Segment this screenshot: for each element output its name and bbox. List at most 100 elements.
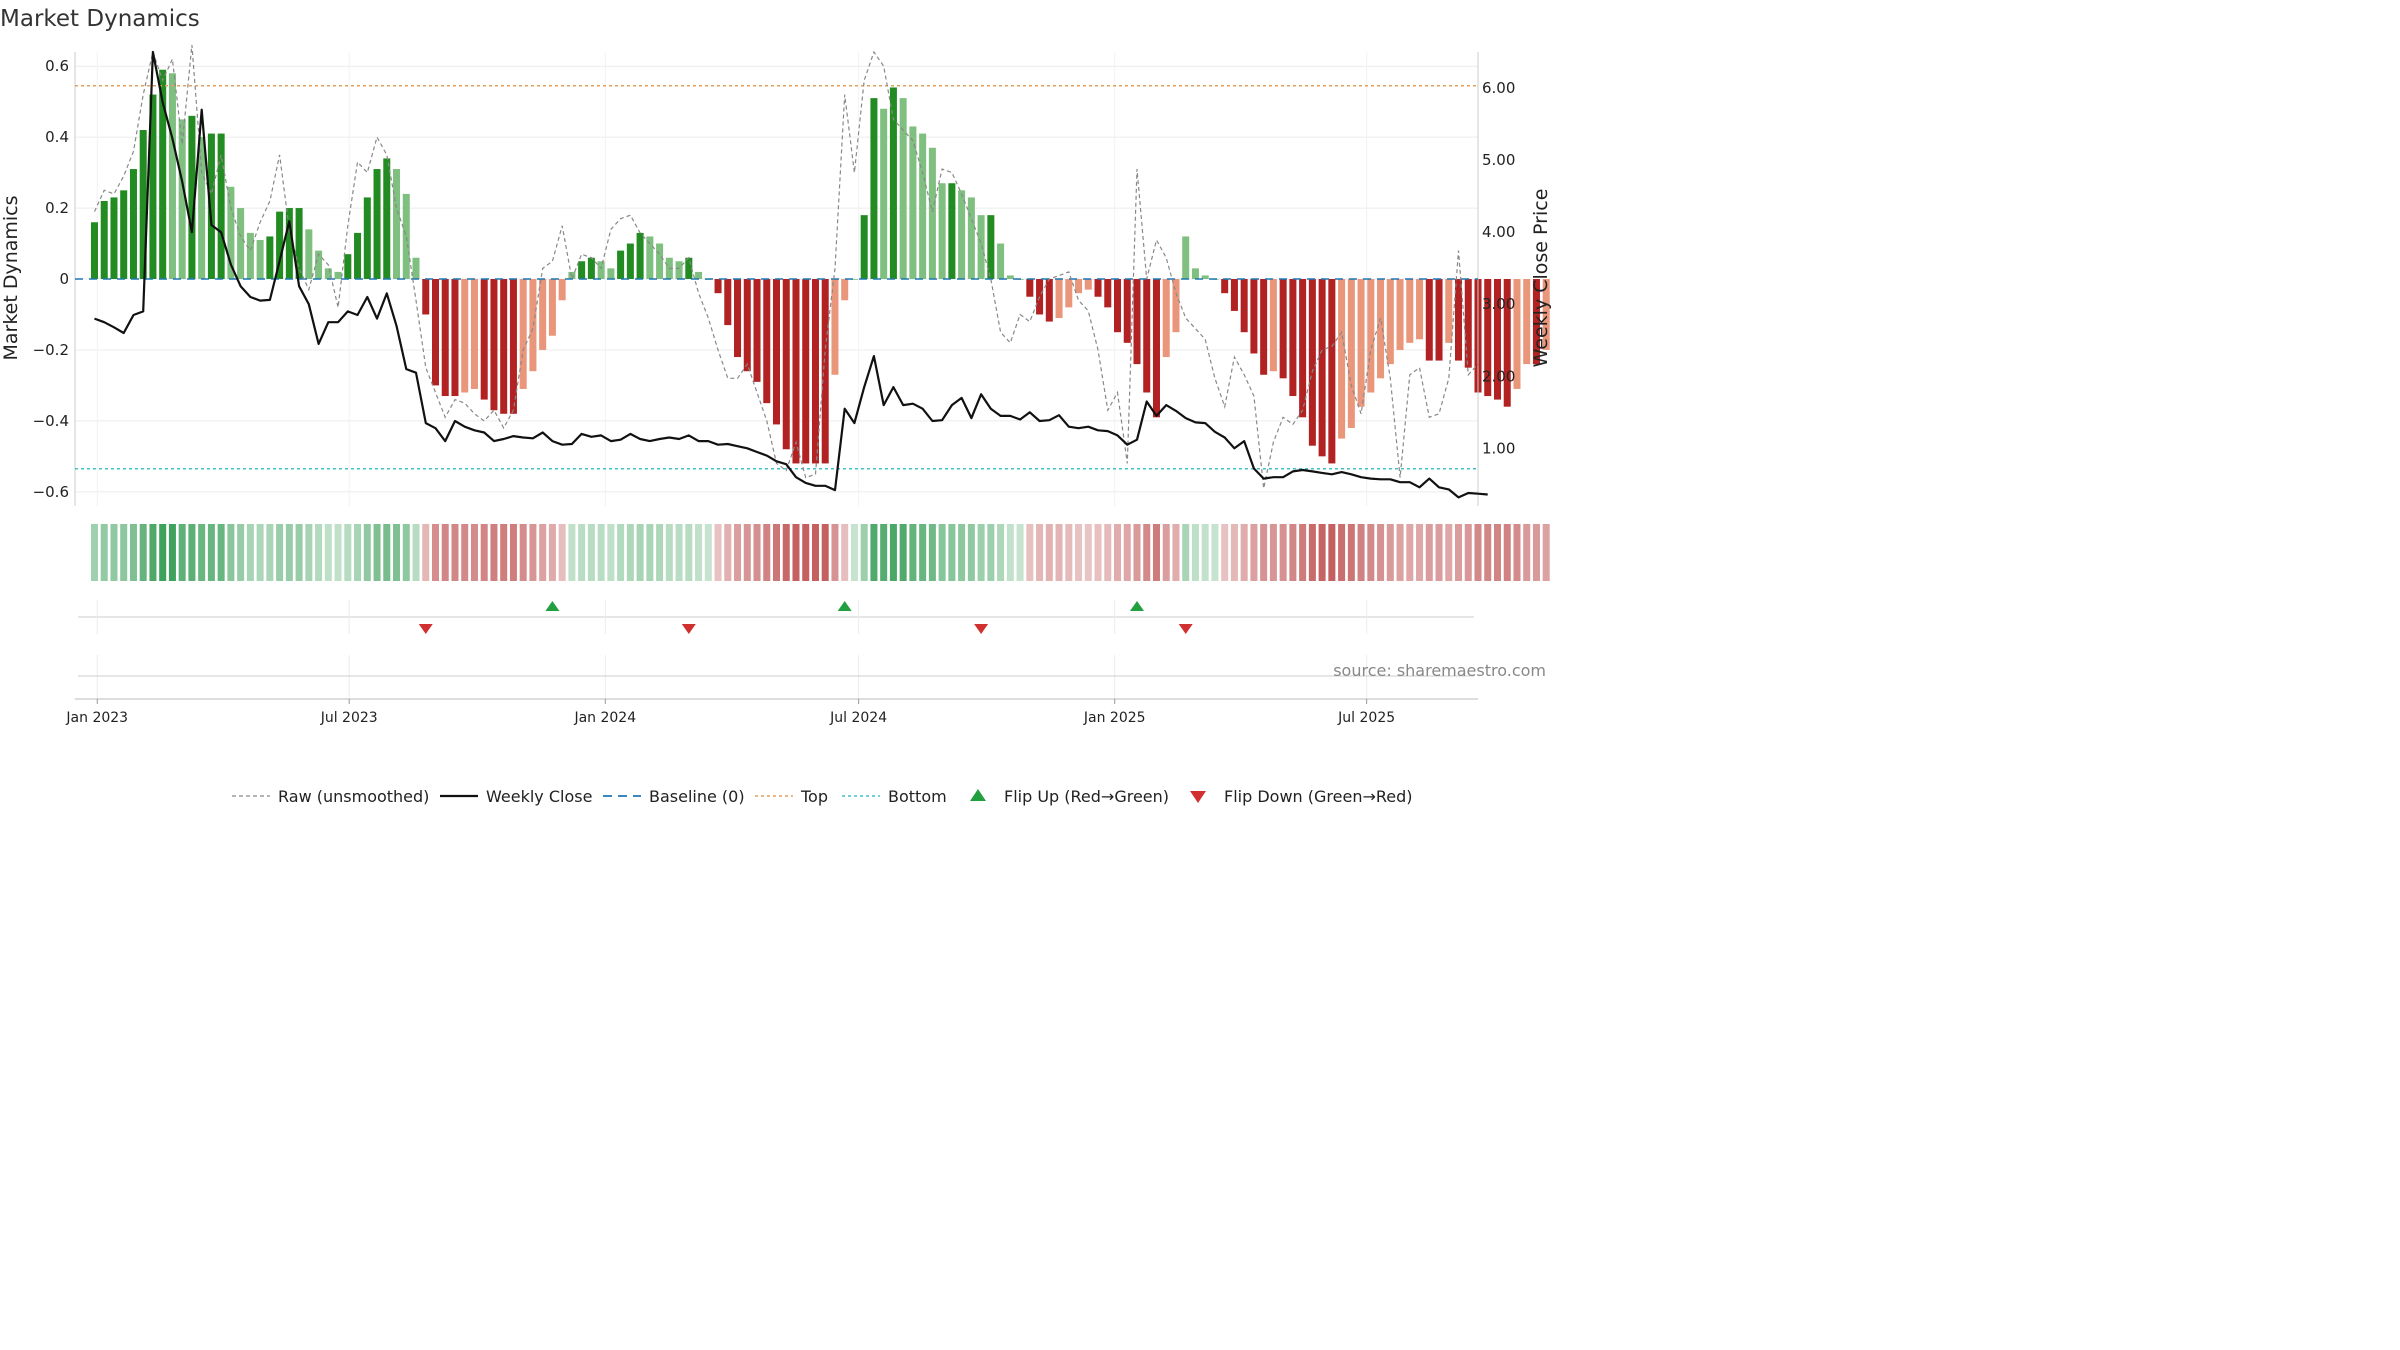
heat-cell [1045, 524, 1053, 581]
heat-cell [1279, 524, 1287, 581]
heat-cell [217, 524, 225, 581]
heat-cell [1299, 524, 1307, 581]
legend-item: Top [755, 787, 828, 806]
heat-cell [695, 524, 703, 581]
heat-cell [880, 524, 888, 581]
heat-cell [831, 524, 839, 581]
x-tick-label: Jul 2023 [320, 710, 378, 726]
bar [120, 190, 128, 279]
bar [860, 215, 868, 279]
heat-cell [578, 524, 586, 581]
heat-cell [139, 524, 147, 581]
bar [451, 279, 459, 397]
heat-cell [704, 524, 712, 581]
bar [1250, 279, 1258, 354]
heat-cell [344, 524, 352, 581]
regime-heatstrip [90, 524, 1550, 581]
bar [110, 197, 118, 279]
heat-cell [373, 524, 381, 581]
bar [324, 268, 332, 279]
bar [743, 279, 751, 372]
bar [1289, 279, 1297, 397]
heat-cell [646, 524, 654, 581]
heat-cell [948, 524, 956, 581]
heat-cell [149, 524, 157, 581]
heat-cell [363, 524, 371, 581]
heat-cell [354, 524, 362, 581]
bar [1240, 279, 1248, 333]
heat-cell [519, 524, 527, 581]
bar [909, 126, 917, 279]
heat-cell [1230, 524, 1238, 581]
bar [675, 261, 683, 279]
heat-cell [938, 524, 946, 581]
heat-cell [928, 524, 936, 581]
bar [129, 169, 137, 279]
heat-cell [1250, 524, 1258, 581]
heat-cell [782, 524, 790, 581]
bar [539, 279, 547, 350]
heat-cell [675, 524, 683, 581]
heat-cell [753, 524, 761, 581]
heat-cell [159, 524, 167, 581]
bar [1279, 279, 1287, 379]
legend-item: Raw (unsmoothed) [232, 787, 429, 806]
flip-up-marker [837, 601, 852, 611]
bar [305, 229, 313, 279]
left-tick-label: 0.6 [45, 57, 69, 75]
heat-cell [422, 524, 430, 581]
heat-cell [802, 524, 810, 581]
heat-cell [1006, 524, 1014, 581]
bar [1328, 279, 1336, 464]
heat-cell [276, 524, 284, 581]
bar [724, 279, 732, 326]
chart-title: Market Dynamics [0, 6, 200, 32]
bar [431, 279, 440, 386]
x-tick-label: Jul 2024 [829, 710, 887, 726]
heat-cell [100, 524, 108, 581]
heat-cell [168, 524, 176, 581]
heat-cell [1133, 524, 1141, 581]
heat-cell [714, 524, 722, 581]
bar [1113, 279, 1122, 333]
bar [1143, 279, 1151, 393]
bar [1133, 279, 1141, 365]
heat-cell [227, 524, 235, 581]
x-tick-label: Jan 2023 [65, 710, 128, 726]
heat-cell [772, 524, 781, 581]
heat-cell [607, 524, 615, 581]
legend-item: Bottom [842, 787, 947, 806]
bar [987, 215, 995, 279]
bar [1075, 279, 1083, 294]
bar [1503, 279, 1511, 407]
bar [393, 169, 401, 279]
legend-item: Flip Up (Red→Green) [970, 787, 1169, 806]
heat-cell [1152, 524, 1160, 581]
bar [889, 87, 897, 279]
bar [1455, 279, 1463, 361]
heat-cell [1055, 524, 1063, 581]
heat-cell [1172, 524, 1180, 581]
bar [168, 73, 176, 279]
left-tick-label: 0.4 [45, 128, 69, 146]
heat-cell [1289, 524, 1297, 581]
heat-cell [315, 524, 323, 581]
x-tick-label: Jan 2025 [1083, 710, 1146, 726]
heat-cell [1503, 524, 1511, 581]
bars-group [90, 69, 1550, 464]
bar [1542, 279, 1550, 350]
heat-cell [1269, 524, 1277, 581]
heat-cell [1386, 524, 1394, 581]
heat-cell [383, 524, 391, 581]
bar [967, 197, 975, 279]
legend-flip-down-swatch [1190, 791, 1206, 803]
bar [1484, 279, 1492, 397]
bar [1425, 279, 1433, 361]
heat-cell [1445, 524, 1453, 581]
reference-lines [75, 84, 1478, 470]
bar [237, 208, 245, 279]
heat-cell [1328, 524, 1336, 581]
bar [461, 279, 469, 393]
bar [841, 279, 849, 301]
heat-cell [1523, 524, 1531, 581]
